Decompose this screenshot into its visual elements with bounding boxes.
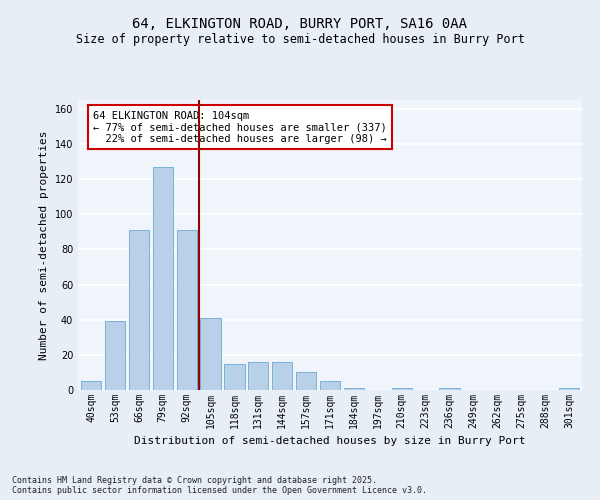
Bar: [320, 381, 340, 390]
Bar: [176, 230, 197, 390]
Bar: [200, 318, 221, 390]
Bar: [392, 388, 412, 390]
Bar: [272, 362, 292, 390]
Text: Contains HM Land Registry data © Crown copyright and database right 2025.
Contai: Contains HM Land Registry data © Crown c…: [12, 476, 427, 495]
Bar: [439, 388, 460, 390]
Text: 64, ELKINGTON ROAD, BURRY PORT, SA16 0AA: 64, ELKINGTON ROAD, BURRY PORT, SA16 0AA: [133, 18, 467, 32]
Y-axis label: Number of semi-detached properties: Number of semi-detached properties: [39, 130, 49, 360]
X-axis label: Distribution of semi-detached houses by size in Burry Port: Distribution of semi-detached houses by …: [134, 436, 526, 446]
Bar: [152, 167, 173, 390]
Bar: [224, 364, 245, 390]
Bar: [344, 388, 364, 390]
Bar: [296, 372, 316, 390]
Text: 64 ELKINGTON ROAD: 104sqm
← 77% of semi-detached houses are smaller (337)
  22% : 64 ELKINGTON ROAD: 104sqm ← 77% of semi-…: [93, 110, 387, 144]
Bar: [105, 322, 125, 390]
Bar: [559, 388, 579, 390]
Bar: [248, 362, 268, 390]
Bar: [129, 230, 149, 390]
Text: Size of property relative to semi-detached houses in Burry Port: Size of property relative to semi-detach…: [76, 32, 524, 46]
Bar: [81, 381, 101, 390]
